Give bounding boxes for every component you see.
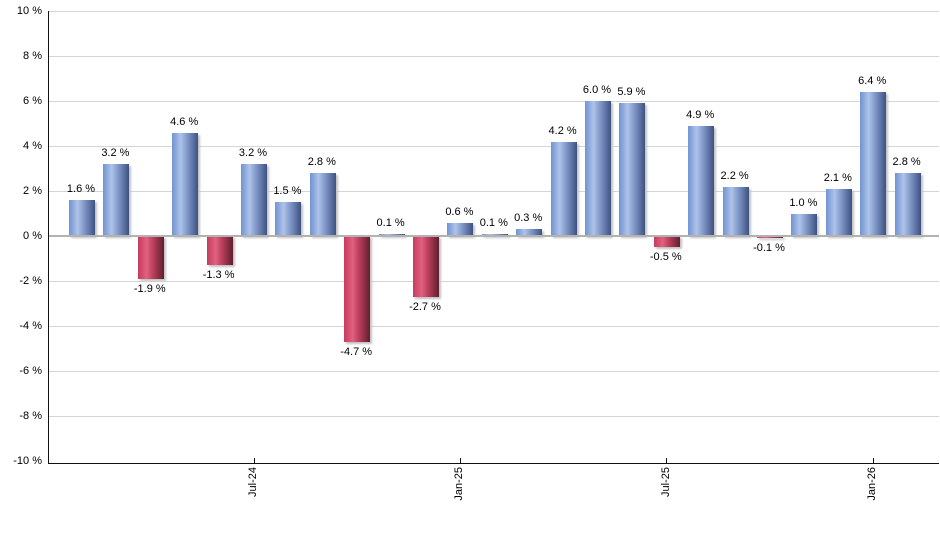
bar-negative <box>413 236 439 297</box>
bar-negative <box>653 236 680 248</box>
x-axis-tick <box>872 458 874 463</box>
y-axis-tick-label: 0 % <box>23 230 42 242</box>
bar-value-label: 2.2 % <box>720 169 749 182</box>
x-axis-tick-label: Jan-25 <box>453 467 466 501</box>
bar-value-label: 2.1 % <box>823 171 852 184</box>
bar-value-label: 0.1 % <box>479 216 508 229</box>
bar-positive <box>241 164 267 236</box>
bar-value-label: 5.9 % <box>617 86 646 99</box>
bar-value-label: 2.8 % <box>892 156 921 168</box>
bar-positive <box>378 233 405 236</box>
bar-positive <box>516 229 543 236</box>
gridline <box>49 101 939 102</box>
bar-value-label: 1.0 % <box>789 196 818 209</box>
y-axis-tick-label: -6 % <box>19 365 42 377</box>
y-axis-tick-label: -4 % <box>19 320 42 332</box>
bar-positive <box>275 202 302 236</box>
y-axis-tick-label: -2 % <box>19 275 42 287</box>
bar-positive <box>481 233 508 236</box>
bar-value-label: 2.8 % <box>307 156 336 168</box>
bar-positive <box>172 132 199 236</box>
bar-value-label: 4.9 % <box>686 108 715 121</box>
bar-value-label: 4.6 % <box>170 115 199 128</box>
bar-value-label: -1.3 % <box>202 269 235 282</box>
bar-positive <box>447 222 474 236</box>
bar-value-label: 3.2 % <box>238 147 268 159</box>
bar-positive <box>722 186 749 236</box>
y-axis-tick-label: 6 % <box>23 95 42 107</box>
bar-value-label: -4.7 % <box>340 345 373 358</box>
bar-value-label: 0.1 % <box>376 216 405 229</box>
bar-positive <box>688 125 715 236</box>
x-axis-tick-label: Jul-24 <box>247 467 259 497</box>
x-axis-tick-label: Jul-25 <box>659 467 672 497</box>
gridline <box>49 371 939 372</box>
bar-negative <box>206 236 233 266</box>
bar-value-label: 3.2 % <box>101 147 130 159</box>
bar-negative <box>344 236 371 342</box>
x-axis-tick-label: Jan-26 <box>866 467 879 501</box>
x-axis-tick <box>253 458 255 463</box>
y-axis-tick-label: 2 % <box>23 185 42 197</box>
bar-positive <box>69 200 95 236</box>
zero-line <box>49 235 939 237</box>
gridline <box>49 146 939 147</box>
gridline <box>49 326 939 327</box>
bar-positive <box>791 213 818 236</box>
bar-negative <box>757 236 783 239</box>
bar-positive <box>894 173 921 236</box>
bar-positive <box>860 92 887 236</box>
bar-positive <box>585 101 611 236</box>
gridline <box>49 11 939 12</box>
gridline <box>49 191 939 192</box>
y-axis-tick-label: 4 % <box>23 140 42 152</box>
bar-value-label: 1.6 % <box>66 183 96 195</box>
gridline <box>49 56 939 57</box>
bar-value-label: 6.4 % <box>858 75 887 87</box>
bar-positive <box>825 188 852 236</box>
bar-value-label: 0.3 % <box>514 212 543 225</box>
y-axis-tick-label: 10 % <box>16 5 42 17</box>
y-axis-tick-label: 8 % <box>23 50 42 62</box>
bar-value-label: 4.2 % <box>548 124 577 137</box>
bar-value-label: -0.1 % <box>753 242 785 255</box>
bar-value-label: -1.9 % <box>133 282 166 295</box>
gridline <box>49 281 939 282</box>
bar-negative <box>137 236 164 279</box>
bar-positive <box>103 164 130 236</box>
x-axis-tick <box>459 458 461 463</box>
bar-value-label: 6.0 % <box>582 84 612 96</box>
plot-area <box>48 11 939 464</box>
bar-positive <box>619 103 646 236</box>
bar-positive <box>550 141 577 236</box>
y-axis-tick-label: -8 % <box>19 410 42 422</box>
bar-value-label: -0.5 % <box>649 251 682 264</box>
gridline <box>49 416 939 417</box>
bar-positive <box>309 173 336 236</box>
bar-value-label: 0.6 % <box>445 205 474 218</box>
y-axis-tick-label: -10 % <box>13 455 42 467</box>
bar-value-label: 1.5 % <box>273 185 302 198</box>
bar-value-label: -2.7 % <box>409 300 441 313</box>
x-axis-tick <box>666 458 668 463</box>
